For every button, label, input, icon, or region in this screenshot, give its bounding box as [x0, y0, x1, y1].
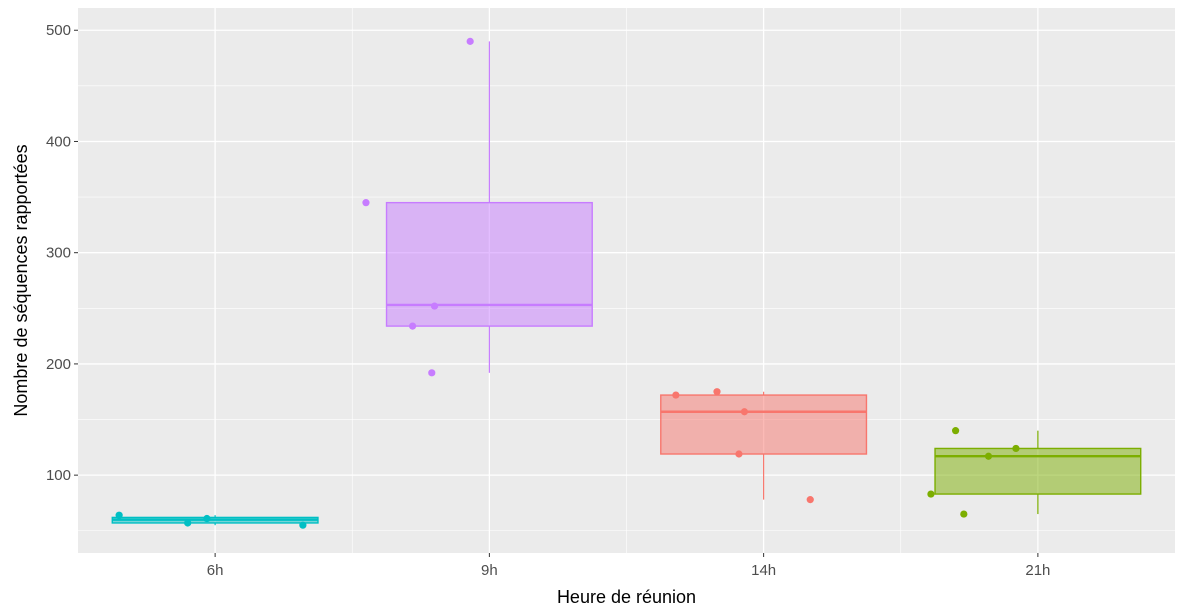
point-9h	[408, 322, 417, 330]
point-6h	[115, 511, 123, 519]
box-21h	[934, 430, 1142, 515]
y-tick-label: 500	[46, 22, 71, 39]
boxes	[111, 41, 1142, 526]
point-21h	[927, 490, 935, 498]
box-6h	[111, 515, 319, 526]
point-21h	[984, 452, 993, 460]
point-6h	[203, 514, 211, 523]
box-9h	[385, 41, 593, 373]
point-14h	[713, 388, 721, 396]
x-tick-label: 21h	[1025, 562, 1050, 579]
y-tick-label: 100	[46, 467, 71, 484]
point-14h	[740, 408, 749, 416]
point-9h	[430, 302, 439, 310]
y-tick-label: 400	[46, 133, 71, 150]
point-14h	[735, 450, 743, 458]
y-axis-title: Nombre de séquences rapportées	[11, 144, 31, 416]
point-6h	[299, 521, 307, 529]
x-tick-label: 6h	[207, 562, 224, 579]
point-9h	[362, 199, 370, 207]
y-axis-ticks: 100 200 300 400 500	[46, 22, 78, 484]
x-axis-ticks: 6h 9h 14h 21h	[207, 553, 1050, 579]
point-6h	[184, 519, 192, 527]
y-tick-label: 200	[46, 356, 71, 373]
point-9h	[466, 37, 474, 45]
box-14h	[660, 391, 868, 500]
y-tick-label: 300	[46, 245, 71, 262]
x-tick-label: 9h	[481, 562, 498, 579]
box-iqr	[660, 394, 868, 455]
point-21h	[952, 427, 960, 435]
point-14h	[672, 391, 680, 399]
point-14h	[806, 496, 814, 504]
x-tick-label: 14h	[751, 562, 776, 579]
point-21h	[960, 510, 968, 518]
box-iqr	[385, 201, 593, 327]
x-axis-title: Heure de réunion	[557, 587, 696, 607]
point-21h	[1012, 444, 1020, 453]
point-9h	[428, 369, 436, 377]
data-points	[115, 37, 1020, 529]
